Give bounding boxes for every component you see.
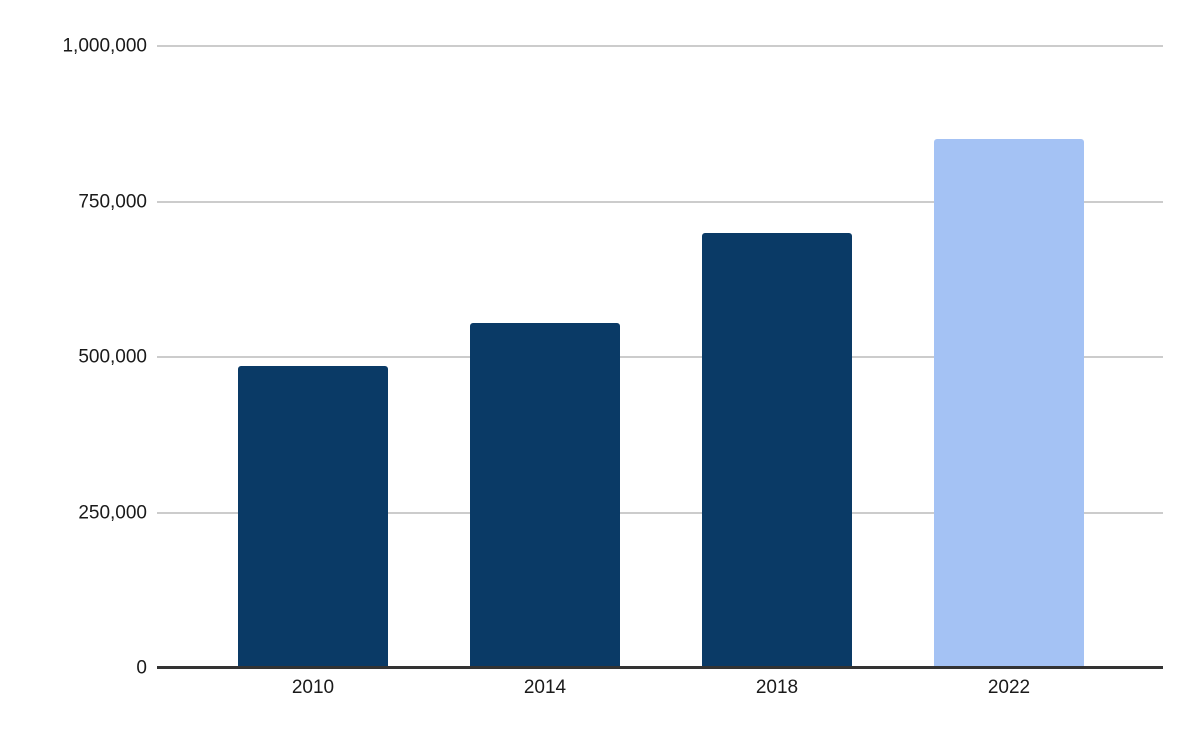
x-axis-tick-label: 2022 <box>987 677 1031 698</box>
bar <box>702 232 852 668</box>
gridline <box>157 200 1163 203</box>
y-axis-tick-label: 0 <box>136 657 147 679</box>
bar <box>238 366 388 668</box>
y-axis-tick-label: 1,000,000 <box>62 35 147 57</box>
x-axis-tick-label: 2014 <box>523 677 567 698</box>
gridline <box>157 511 1163 514</box>
gridline <box>157 356 1163 358</box>
x-axis-line <box>157 666 1163 669</box>
x-axis-tick-label: 2018 <box>755 677 799 698</box>
y-axis-tick-label: 500,000 <box>78 346 147 368</box>
plot-area: 0 250,000 500,000 750,000 1,000,000 2010 2014 2… <box>62 37 1163 698</box>
bar <box>934 139 1084 668</box>
x-axis-tick-label: 2010 <box>291 677 335 698</box>
y-axis-tick-label: 250,000 <box>78 502 147 523</box>
gridline <box>157 45 1163 47</box>
bar <box>470 322 620 668</box>
y-axis-tick-label: 750,000 <box>78 191 147 212</box>
